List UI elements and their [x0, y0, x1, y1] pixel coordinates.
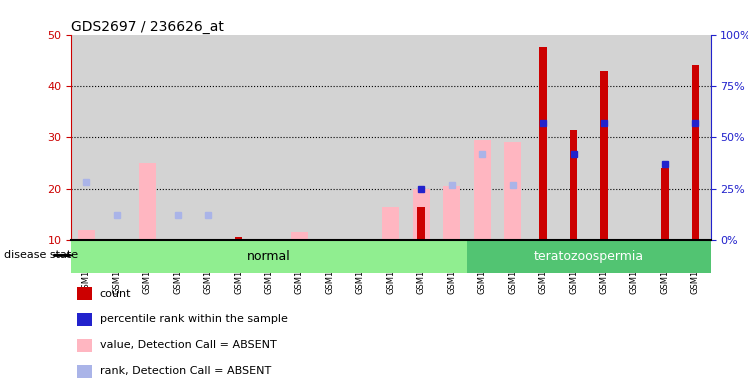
Bar [291, 232, 308, 240]
Bar [78, 287, 91, 300]
Bar [78, 230, 95, 240]
Bar [71, 240, 467, 273]
Bar [504, 142, 521, 240]
Text: count: count [99, 289, 132, 299]
Bar [661, 168, 669, 240]
Bar [680, 35, 711, 240]
Bar [132, 35, 162, 240]
Bar [437, 35, 467, 240]
Bar [78, 365, 91, 377]
Bar [284, 35, 315, 240]
Bar [589, 35, 619, 240]
Bar [102, 35, 132, 240]
Text: rank, Detection Call = ABSENT: rank, Detection Call = ABSENT [99, 366, 271, 376]
Text: value, Detection Call = ABSENT: value, Detection Call = ABSENT [99, 340, 277, 350]
Bar [254, 35, 284, 240]
Bar [528, 35, 558, 240]
Bar [345, 35, 375, 240]
Bar [467, 240, 711, 273]
Bar [162, 35, 193, 240]
Bar [78, 313, 91, 326]
Bar [692, 65, 699, 240]
Bar [406, 35, 437, 240]
Bar [139, 163, 156, 240]
Bar [375, 35, 406, 240]
Bar [570, 129, 577, 240]
Bar [467, 35, 497, 240]
Bar [193, 35, 224, 240]
Bar [473, 140, 491, 240]
Bar [558, 35, 589, 240]
Bar [382, 207, 399, 240]
Bar [235, 237, 242, 240]
Bar [444, 186, 460, 240]
Bar [600, 71, 608, 240]
Text: percentile rank within the sample: percentile rank within the sample [99, 314, 288, 324]
Bar [497, 35, 528, 240]
Bar [315, 35, 345, 240]
Text: disease state: disease state [4, 250, 78, 260]
Bar [539, 47, 547, 240]
Bar [78, 339, 91, 352]
Bar [71, 35, 102, 240]
Bar [417, 207, 425, 240]
Bar [413, 189, 429, 240]
Text: teratozoospermia: teratozoospermia [534, 250, 644, 263]
Text: normal: normal [247, 250, 291, 263]
Text: GDS2697 / 236626_at: GDS2697 / 236626_at [71, 20, 224, 33]
Bar [224, 35, 254, 240]
Bar [619, 35, 650, 240]
Bar [650, 35, 680, 240]
